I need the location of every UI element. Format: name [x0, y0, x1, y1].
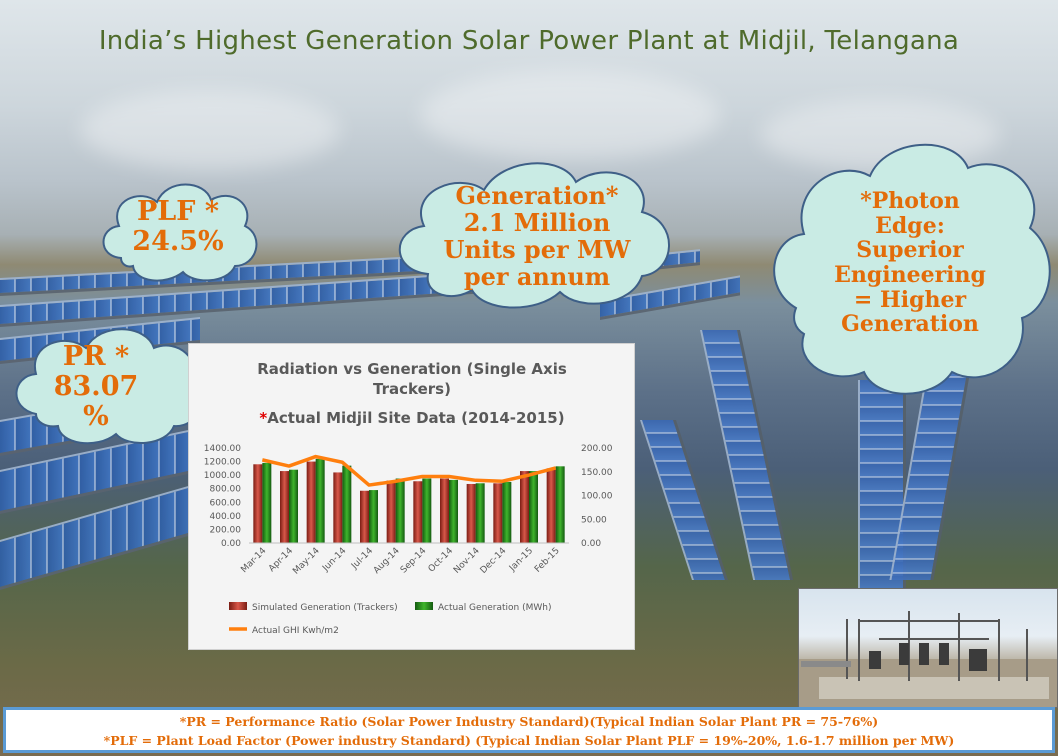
pr-value: 83.07 [53, 370, 139, 402]
photon-line-6: Generation [841, 311, 979, 338]
plf-value: 24.5% [132, 226, 224, 257]
x-tick-label: Aug-14 [372, 546, 402, 576]
photon-line-3: Superior [856, 237, 964, 264]
y-right-tick-label: 100.00 [581, 492, 613, 502]
x-tick-label: Jun-14 [320, 546, 348, 574]
bar-simulated-Apr-14 [280, 471, 289, 543]
x-tick-label: Oct-14 [427, 546, 456, 575]
bar-simulated-Jan-15 [520, 471, 529, 543]
plf-label: PLF * [137, 195, 219, 227]
bar-actual-Aug-14 [395, 478, 405, 543]
x-tick-label: Feb-15 [533, 546, 562, 575]
bar-simulated-Dec-14 [493, 483, 503, 543]
x-tick-label: Jan-15 [507, 546, 535, 574]
chart-title-line-1: Radiation vs Generation (Single Axis [257, 360, 567, 378]
x-tick-label: Mar-14 [239, 546, 268, 575]
y-left-tick-label: 800.00 [210, 485, 242, 495]
y-right-tick-label: 200.00 [581, 444, 613, 454]
bar-actual-Oct-14 [449, 479, 458, 543]
bar-actual-May-14 [315, 458, 325, 543]
y-left-tick-label: 1400.00 [204, 444, 241, 454]
generation-period: per annum [463, 261, 611, 291]
photon-line-2: Edge: [875, 212, 945, 239]
plf-callout: PLF * 24.5% [93, 170, 263, 288]
bar-simulated-Aug-14 [386, 480, 396, 543]
photon-line-5: = Higher [853, 286, 967, 313]
legend-label: Actual Generation (MWh) [438, 603, 552, 613]
y-left-tick-label: 400.00 [210, 512, 242, 522]
bar-actual-Jul-14 [369, 490, 378, 543]
y-left-tick-label: 1200.00 [204, 458, 241, 468]
footnote-plf: *PLF = Plant Load Factor (Power industry… [103, 733, 955, 748]
bar-simulated-Jul-14 [360, 490, 369, 543]
chart-subtitle-star: * [259, 409, 267, 427]
cloud-shape [773, 143, 1051, 395]
bar-simulated-May-14 [306, 461, 316, 543]
y-right-tick-label: 0.00 [581, 539, 601, 549]
bar-simulated-Nov-14 [466, 483, 476, 543]
sky-cloud [420, 70, 720, 160]
legend-label: Actual GHI Kwh/m2 [252, 626, 339, 636]
bar-actual-Sep-14 [422, 478, 432, 543]
generation-callout: Generation* 2.1 Million Units per MW per… [384, 146, 686, 316]
legend-swatch [415, 602, 433, 610]
substation-illustration [799, 611, 1057, 707]
generation-value: 2.1 Million [463, 208, 611, 238]
generation-label: Generation* [455, 181, 619, 211]
bar-simulated-Sep-14 [413, 481, 423, 543]
bar-actual-Nov-14 [475, 483, 485, 543]
bar-simulated-Oct-14 [440, 478, 449, 543]
bar-simulated-Mar-14 [253, 464, 263, 543]
bar-actual-Jun-14 [342, 465, 352, 543]
photon-edge-callout: *Photon Edge: Superior Engineering = Hig… [760, 128, 1058, 402]
x-tick-label: Nov-14 [452, 546, 482, 576]
legend-label: Simulated Generation (Trackers) [252, 603, 398, 613]
pr-callout: PR * 83.07 % [6, 318, 206, 448]
substation-photo [798, 588, 1058, 708]
y-left-tick-label: 600.00 [210, 498, 242, 508]
cloud-shape [398, 162, 670, 309]
x-tick-label: Dec-14 [479, 546, 509, 576]
bar-actual-Dec-14 [502, 481, 512, 543]
bar-simulated-Jun-14 [333, 472, 343, 543]
chart-title-line-2: Trackers) [373, 380, 451, 398]
bar-actual-Feb-15 [555, 466, 565, 543]
generation-unit: Units per MW [443, 235, 631, 264]
radiation-vs-generation-chart: Radiation vs Generation (Single Axis Tra… [204, 360, 613, 636]
ghi-line [261, 454, 557, 487]
y-right-tick-label: 50.00 [581, 515, 607, 525]
chart-subtitle-text: Actual Midjil Site Data (2014-2015) [267, 409, 564, 427]
pr-label: PR * [62, 340, 130, 372]
sky-cloud [80, 90, 340, 170]
y-left-tick-label: 0.00 [221, 539, 241, 549]
bar-actual-Mar-14 [262, 462, 272, 543]
bar-simulated-Feb-15 [546, 468, 556, 543]
x-tick-label: Sep-14 [399, 546, 429, 576]
footnote-pr: *PR = Performance Ratio (Solar Power Ind… [179, 714, 879, 729]
y-left-tick-label: 200.00 [210, 525, 242, 535]
photon-line-1: *Photon [860, 188, 960, 215]
y-left-tick-label: 1000.00 [204, 471, 241, 481]
chart-panel: Radiation vs Generation (Single Axis Tra… [188, 343, 635, 650]
y-right-tick-label: 150.00 [581, 468, 613, 478]
chart-legend: Simulated Generation (Trackers) Actual Ge… [229, 602, 552, 636]
bar-actual-Apr-14 [289, 469, 298, 543]
slide-title: India’s Highest Generation Solar Power P… [98, 26, 960, 56]
chart-subtitle: *Actual Midjil Site Data (2014-2015) [259, 409, 564, 427]
footnote-box: *PR = Performance Ratio (Solar Power Ind… [3, 707, 1055, 753]
legend-swatch [229, 602, 247, 610]
bar-actual-Jan-15 [529, 471, 538, 543]
x-tick-label: May-14 [291, 546, 322, 577]
photon-line-4: Engineering [834, 262, 986, 288]
cloud-shape [102, 183, 258, 282]
pr-unit: % [83, 401, 109, 433]
